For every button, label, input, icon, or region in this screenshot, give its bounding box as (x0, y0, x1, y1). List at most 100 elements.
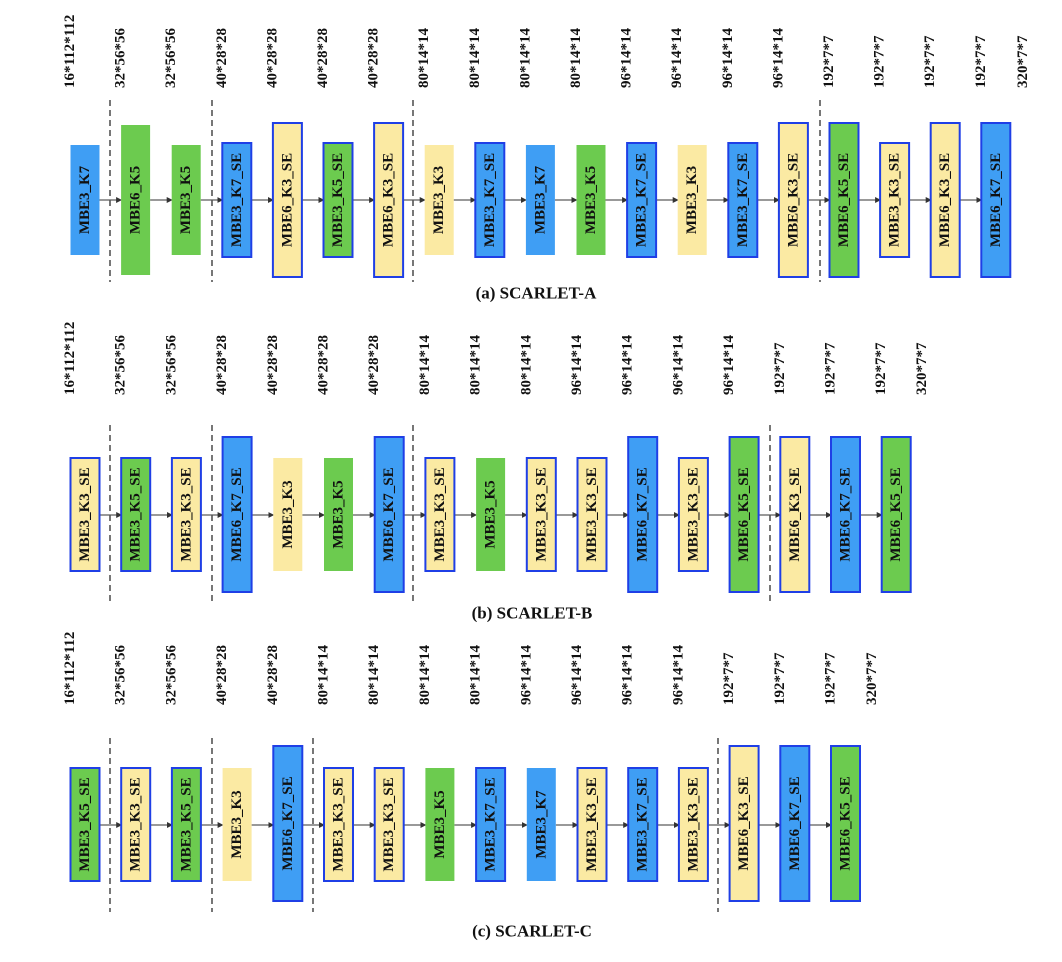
dimension-label: 96*14*14 (721, 335, 737, 396)
block-k3 (273, 458, 303, 571)
dimension-label: 80*14*14 (568, 28, 584, 89)
block-k3-se (576, 767, 608, 882)
dimension-label: 32*56*56 (113, 335, 129, 396)
block-k3-se (120, 767, 152, 882)
dimension-label: 96*14*14 (670, 335, 686, 396)
block-label: MBE3_K3_SE (533, 467, 549, 561)
block-label: MBE3_K3_SE (77, 467, 93, 561)
block-label: MBE3_K3_SE (331, 777, 347, 871)
panel-scarlet-c: MBE3_K5_SE MBE3_K3_SE MBE3_K5_SE MBE3_K3 MBE… (62, 632, 880, 941)
block-k7-se (830, 436, 861, 593)
block-k3-se (373, 122, 405, 278)
block-label: MBE3_K5 (432, 790, 448, 858)
dimension-label: 16*112*112 (62, 15, 78, 88)
block-label: MBE3_K3 (280, 480, 296, 548)
block-k5 (576, 145, 606, 255)
block-k3-se (69, 457, 101, 572)
block-k3-se (170, 457, 202, 572)
block-k5-se (830, 745, 861, 902)
block-k7 (70, 145, 100, 255)
block-label: MBE3_K7_SE (482, 153, 498, 247)
block-k7-se (779, 745, 811, 902)
block-k5-se (170, 767, 202, 882)
block-k5 (171, 145, 201, 255)
dimension-label: 40*28*28 (315, 28, 331, 88)
block-k3-se (779, 436, 811, 593)
block-label: MBE3_K7 (532, 165, 548, 234)
dimension-label: 96*14*14 (620, 335, 636, 396)
block-k3-se (929, 122, 961, 278)
block-k3-se (323, 767, 354, 882)
block-label: MBE3_K7_SE (635, 777, 651, 871)
block-k3-se (424, 457, 456, 572)
block-label: MBE3_K3_SE (432, 467, 448, 561)
block-label: MBE6_K7_SE (280, 776, 296, 870)
block-k7-se (727, 142, 759, 258)
panel-caption: (a) SCARLET-A (476, 284, 597, 303)
block-k5-se (828, 122, 860, 278)
block-label: MBE6_K7_SE (381, 467, 397, 561)
panel-scarlet-b: MBE3_K3_SE MBE3_K5_SE MBE3_K3_SE MBE6_K7_SE… (62, 322, 930, 623)
dimension-label: 40*28*28 (214, 28, 230, 88)
block-k7 (525, 145, 555, 255)
block-k7-se (373, 436, 405, 593)
dimension-label: 40*28*28 (366, 335, 382, 395)
dimension-label: 96*14*14 (518, 645, 534, 706)
dimension-label: 40*28*28 (366, 28, 382, 88)
block-label: MBE3_K3_SE (685, 777, 701, 871)
block-label: MBE6_K5_SE (836, 153, 852, 247)
panel-scarlet-a: MBE3_K7 MBE6_K5 MBE3_K5 MBE3_K7_SE MBE6_K3_S… (62, 15, 1031, 303)
block-label: MBE6_K7_SE (838, 467, 854, 561)
dimension-label: 192*7*7 (823, 652, 839, 705)
block-k7-se (475, 767, 507, 882)
block-label: MBE3_K3 (229, 790, 245, 858)
block-label: MBE3_K5 (583, 166, 599, 234)
block-k7 (526, 768, 556, 881)
block-k7-se (474, 142, 506, 258)
block-label: MBE3_K7 (533, 790, 549, 859)
block-label: MBE6_K3_SE (785, 153, 801, 247)
block-k7-se (272, 745, 304, 902)
block-k3-se (271, 122, 303, 278)
block-label: MBE6_K5_SE (888, 467, 904, 561)
dimension-label: 96*14*14 (619, 28, 635, 89)
block-k3-se (677, 457, 709, 572)
dimension-label: 96*14*14 (669, 28, 685, 89)
dimension-label: 320*7*7 (1015, 35, 1031, 88)
block-label: MBE3_K3_SE (887, 153, 903, 247)
dimension-label: 16*112*112 (62, 632, 78, 705)
dimension-label: 80*14*14 (468, 645, 484, 706)
dimension-label: 40*28*28 (265, 645, 281, 705)
dimension-label: 80*14*14 (467, 28, 483, 89)
dimension-label: 192*7*7 (772, 652, 788, 705)
dimension-label: 80*14*14 (518, 335, 534, 396)
block-label: MBE3_K5_SE (77, 777, 93, 871)
block-label: MBE3_K3 (684, 166, 700, 234)
block-label: MBE6_K3_SE (736, 776, 752, 870)
dimension-label: 80*14*14 (417, 645, 433, 706)
panel-caption: (b) SCARLET-B (472, 604, 593, 623)
dimension-label: 80*14*14 (468, 335, 484, 396)
block-label: MBE6_K3_SE (787, 467, 803, 561)
block-k7-se (627, 767, 659, 882)
block-k5 (121, 125, 151, 275)
block-label: MBE3_K5_SE (178, 777, 194, 871)
dimension-label: 16*112*112 (62, 322, 78, 395)
block-label: MBE3_K7_SE (634, 153, 650, 247)
block-k3 (424, 145, 454, 255)
dimension-label: 80*14*14 (416, 28, 432, 89)
block-k3-se (728, 745, 760, 902)
block-k3 (677, 145, 707, 255)
block-k5 (425, 768, 455, 881)
block-k3-se (879, 142, 911, 258)
dimension-label: 32*56*56 (163, 28, 179, 89)
block-label: MBE6_K5 (128, 166, 144, 234)
block-k7-se (980, 122, 1012, 278)
block-label: MBE3_K7_SE (483, 777, 499, 871)
block-k3-se (525, 457, 557, 572)
dimension-label: 192*7*7 (721, 652, 737, 705)
dimension-label: 40*28*28 (264, 28, 280, 88)
dimension-label: 320*7*7 (864, 652, 880, 705)
block-k7-se (221, 436, 253, 593)
